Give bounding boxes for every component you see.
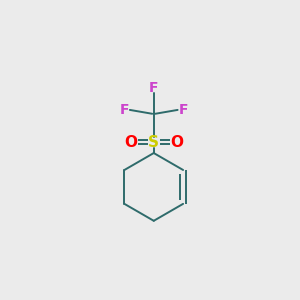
Text: F: F [178, 103, 188, 117]
Text: O: O [170, 135, 183, 150]
Text: F: F [149, 81, 158, 95]
Text: O: O [124, 135, 137, 150]
Text: F: F [120, 103, 129, 117]
Text: S: S [148, 135, 159, 150]
